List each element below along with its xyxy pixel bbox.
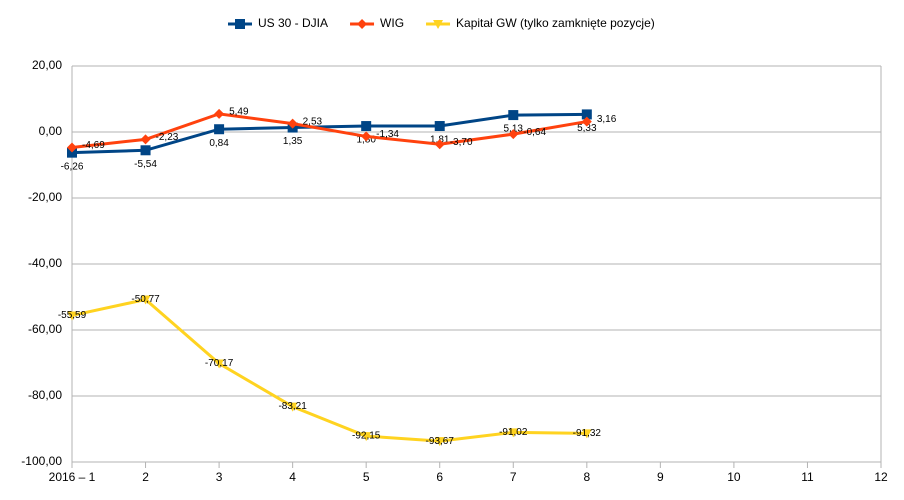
marker [214,108,225,119]
marker [508,129,519,140]
legend: US 30 - DJIA WIG Kapitał GW (tylko zamknię… [228,16,655,30]
marker [214,124,225,135]
data-label: -4,69 [82,140,105,151]
marker [581,116,592,127]
marker [508,428,519,438]
data-label: -92,15 [352,431,381,442]
series-line [71,297,587,443]
marker [235,19,245,29]
y-tick-label: -20,00 [28,190,62,204]
data-label: 0,84 [209,138,229,149]
x-tick-label: 3 [216,470,223,484]
data-label: 5,13 [504,124,524,135]
y-tick-label: -80,00 [28,388,62,402]
x-tick-label: 7 [510,470,517,484]
marker [67,142,77,153]
marker [361,121,372,132]
data-label: 2,53 [303,116,323,127]
marker [67,311,77,321]
data-label: -5,54 [134,159,157,170]
data-label: -70,17 [205,358,234,369]
legend-label: Kapitał GW (tylko zamknięte pozycje) [456,16,655,30]
data-label: -83,21 [278,401,307,412]
data-label: -0,64 [523,127,546,138]
x-tick-label: 11 [801,470,814,484]
y-tick-label: -40,00 [28,256,62,270]
data-label: -55,59 [58,310,87,321]
marker [581,429,592,439]
x-tick-label: 2016 – 1 [49,470,96,484]
marker [140,134,151,145]
x-tick-label: 10 [727,470,741,484]
y-tick-label: -60,00 [28,322,62,336]
data-label: -91,32 [573,428,602,439]
y-tick-label: -100,00 [21,454,62,468]
marker [357,19,368,29]
data-label: -50,77 [131,294,160,305]
data-label: 1,35 [283,136,303,147]
series-line [71,112,587,155]
x-tick-label: 12 [874,470,888,484]
data-label: -6,26 [61,161,84,172]
x-tick-label: 8 [583,470,590,484]
data-label: -1,34 [376,129,399,140]
marker [67,147,77,158]
x-tick-label: 2 [142,470,149,484]
series-line [71,112,588,149]
data-label: 5,49 [229,107,249,118]
y-tick-label: 20,00 [32,58,62,72]
marker [508,110,519,121]
marker [361,131,372,142]
x-tick-label: 4 [289,470,296,484]
data-label: -3,70 [450,137,473,148]
marker [433,20,444,29]
marker [140,295,151,305]
data-label: 3,16 [597,114,617,125]
series [67,295,592,447]
x-tick-label: 5 [363,470,370,484]
data-label: 5,33 [577,123,597,134]
marker [140,145,151,156]
x-tick-label: 9 [657,470,664,484]
marker [214,359,225,369]
marker [361,432,372,442]
data-label: -2,23 [156,132,179,143]
marker [434,139,445,150]
marker [581,109,592,120]
marker [287,402,298,412]
x-tick-label: 6 [436,470,443,484]
data-label: -91,02 [499,427,528,438]
legend-label: WIG [380,16,404,30]
legend-label: US 30 - DJIA [258,16,328,30]
marker [434,121,445,132]
y-tick-label: 0,00 [39,124,63,138]
data-label: -93,67 [426,436,455,447]
marker [434,437,445,447]
marker [287,118,298,129]
series [67,108,592,153]
